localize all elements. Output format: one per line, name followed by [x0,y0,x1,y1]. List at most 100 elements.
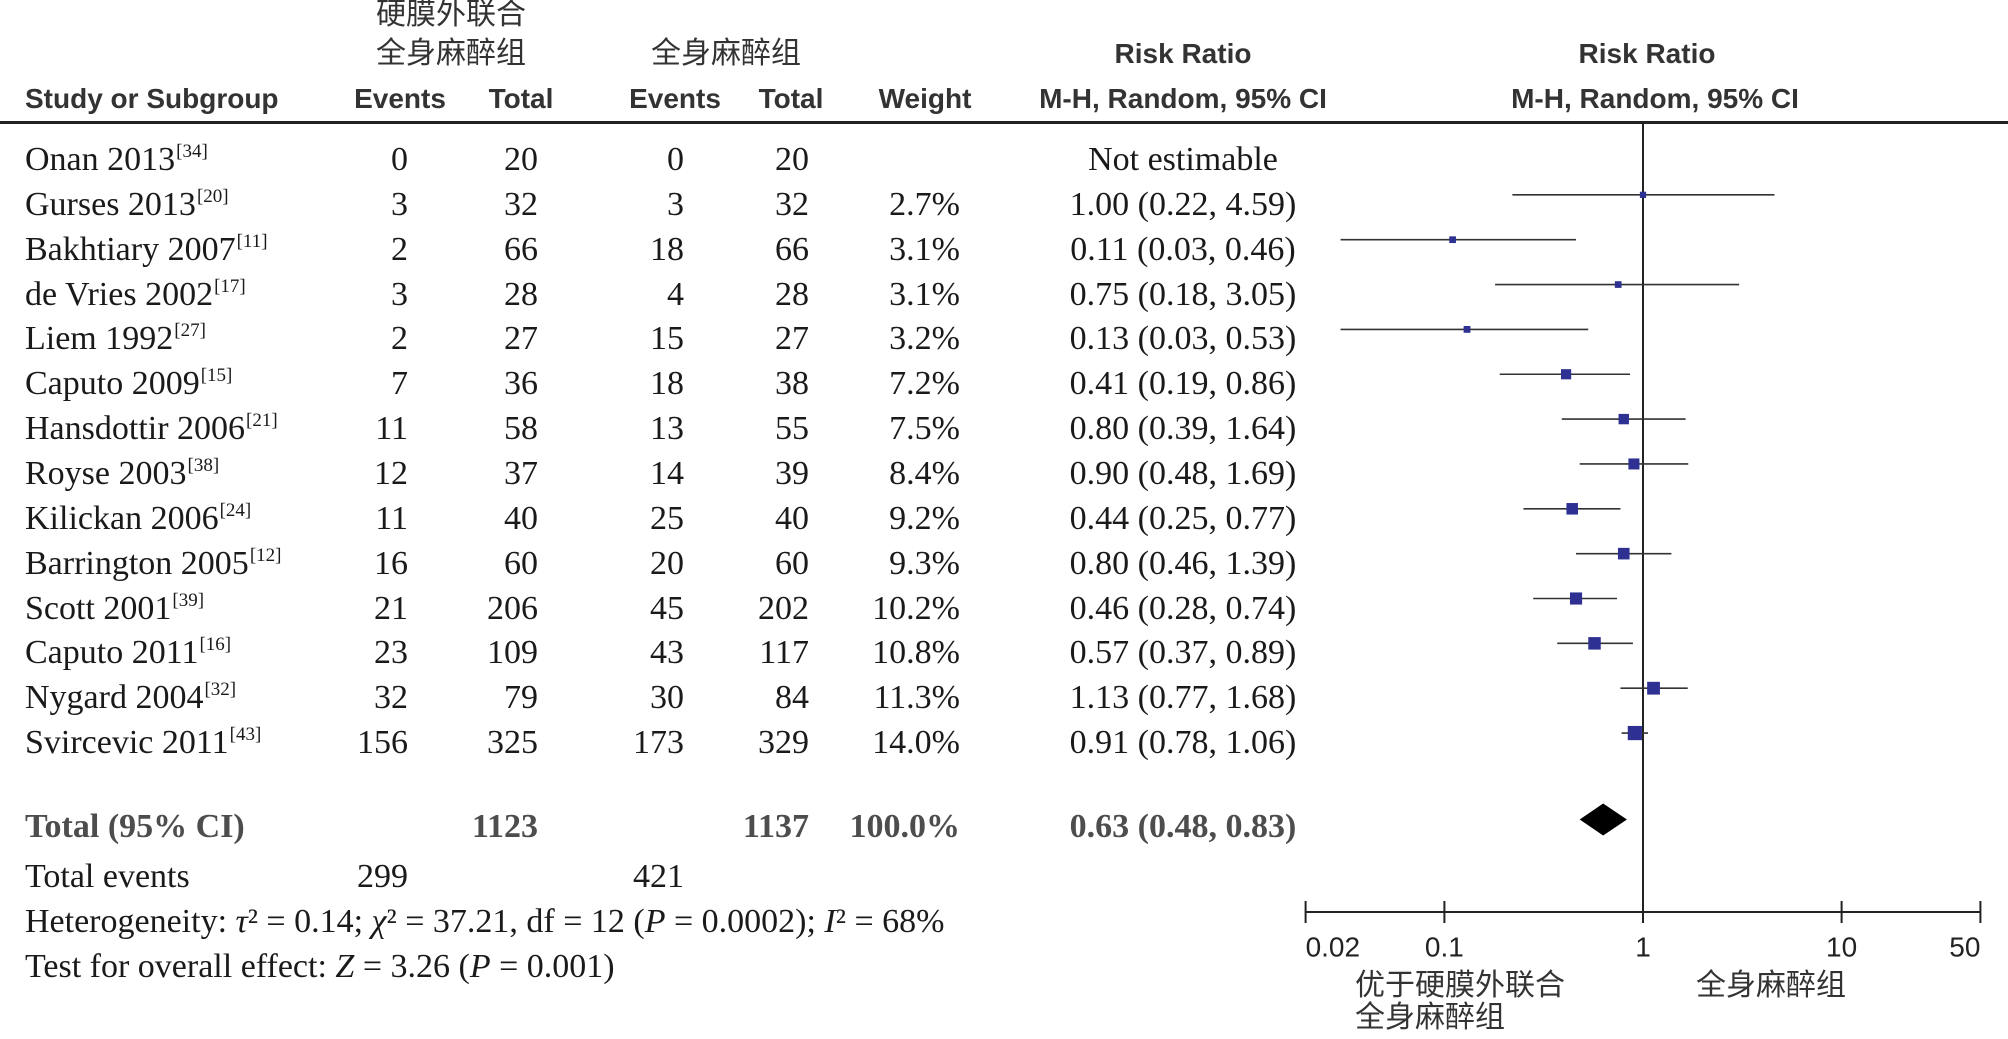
column-header-study: Study or Subgroup [25,83,279,114]
study-row: Nygard 2004[32] 32 79 30 84 11.3% 1.13 (0.77, … [0,676,1340,720]
study-weight: 2.7% [889,185,960,223]
study-name: Royse 2003[38] [25,452,219,501]
study-row: Svircevic 2011[43] 156 325 173 329 14.0% 0.91 … [0,721,1340,765]
ctl-total: 55 [775,410,809,448]
x-label-left-line1: 优于硬膜外联合 [1355,968,1565,1003]
study-reference: [38] [187,454,220,476]
study-weight: 3.1% [889,230,960,268]
tau-symbol: τ [235,903,248,940]
exp-total: 36 [504,365,538,403]
study-weight: 10.2% [872,589,960,627]
total-events-label: Total events [25,858,190,895]
effect-marker [1618,413,1629,425]
exp-events: 2 [391,320,408,358]
p-symbol: P [469,948,491,985]
exp-events: 2 [391,230,408,268]
study-reference: [43] [229,724,262,746]
column-header-weight: Weight [878,83,972,114]
exp-total: 27 [504,320,538,358]
study-row: Kilickan 2006[24] 11 40 25 40 9.2% 0.44 (0.25,… [0,497,1340,541]
exp-total: 37 [504,454,538,492]
study-name: Barrington 2005[12] [25,542,281,591]
ctl-total: 38 [775,365,809,403]
exp-total: 206 [487,589,538,627]
study-row: Liem 1992[27] 2 27 15 27 3.2% 0.13 (0.03, 0.53… [0,317,1340,361]
ctl-events: 14 [650,454,684,492]
study-row: Caputo 2011[16] 23 109 43 117 10.8% 0.57 (0.37… [0,631,1340,675]
study-row: Barrington 2005[12] 16 60 20 60 9.3% 0.80 (0.4… [0,542,1340,586]
exp-events: 7 [391,365,408,403]
ctl-events: 45 [650,589,684,627]
exp-events: 156 [357,724,408,762]
ctl-events: 25 [650,499,684,537]
ctl-events: 4 [667,275,684,313]
study-name: Bakhtiary 2007[11] [25,228,268,277]
overall-effect-part: Test for overall effect: [25,948,336,985]
ctl-total: 40 [775,499,809,537]
exp-events: 3 [391,275,408,313]
ctl-events: 18 [650,365,684,403]
study-label: Liem 1992 [25,320,174,358]
exp-total: 79 [504,679,538,717]
rr-plot-title: Risk Ratio [1578,38,1716,69]
study-risk-ratio: 0.11 (0.03, 0.46) [1070,230,1296,268]
study-name: Kilickan 2006[24] [25,497,251,546]
study-weight: 3.1% [889,275,960,313]
overall-effect-text: Test for overall effect: Z = 3.26 (P = 0… [25,945,615,989]
ctl-events: 0 [667,141,684,178]
ctl-events: 20 [650,544,684,582]
exp-events: 11 [375,499,408,537]
study-weight: 7.2% [889,365,960,403]
total-label: Total (95% CI) [25,808,245,845]
study-name: Liem 1992[27] [25,317,206,366]
study-weight: 9.2% [889,499,960,537]
study-label: Bakhtiary 2007 [25,230,236,268]
rr-table-method: M-H, Random, 95% CI [1039,83,1327,114]
exp-events: 11 [375,410,408,448]
overall-effect-part: = 0.001) [490,948,615,985]
study-risk-ratio: 0.46 (0.28, 0.74) [1069,589,1297,627]
study-row: Caputo 2009[15] 7 36 18 38 7.2% 0.41 (0.19, 0.… [0,362,1340,406]
p-symbol: P [644,903,666,940]
heterogeneity-text: Heterogeneity: τ² = 0.14; χ² = 37.21, df… [25,900,944,944]
study-reference: [17] [214,275,246,297]
total-exp-total: 1123 [471,808,538,845]
exp-events: 0 [391,141,408,178]
study-reference: [21] [246,410,278,432]
study-row: Scott 2001[39] 21 206 45 202 10.2% 0.46 (0.28,… [0,587,1340,631]
ctl-total: 117 [759,634,809,672]
effect-marker [1588,637,1601,650]
study-name: Gurses 2013[20] [25,183,229,232]
exp-group-label-line2: 全身麻醉组 [376,36,526,71]
study-name: de Vries 2002[17] [25,273,246,322]
ctl-total: 329 [758,724,809,762]
study-row: Royse 2003[38] 12 37 14 39 8.4% 0.90 (0.48, 1.… [0,452,1340,496]
study-name: Scott 2001[39] [25,587,204,636]
exp-events: 21 [374,589,408,627]
heterogeneity-part: ² = 68% [835,903,945,940]
column-header-ctl-total: Total [758,83,824,114]
study-reference: [16] [199,634,232,656]
pooled-effect-diamond [1579,803,1627,836]
total-risk-ratio: 0.63 (0.48, 0.83) [1069,808,1297,845]
study-reference: [12] [249,544,282,566]
x-tick-label: 0.1 [1425,932,1464,963]
study-name: Caputo 2011[16] [25,631,231,680]
ctl-total: 84 [775,679,809,717]
exp-total: 109 [487,634,538,672]
heterogeneity-part: ² = 37.21, df = 12 ( [386,903,645,940]
study-weight: 7.5% [889,410,960,448]
total-row: Total (95% CI) 1123 1137 100.0% 0.63 (0.… [0,805,1340,849]
exp-total: 20 [504,141,538,178]
header-divider [0,121,2008,124]
study-weight: 3.2% [889,320,960,358]
effect-marker [1449,236,1456,244]
total-events-exp: 299 [357,858,408,895]
study-label: Onan 2013 [25,141,176,178]
study-row: de Vries 2002[17] 3 28 4 28 3.1% 0.75 (0.18, 3… [0,273,1340,317]
total-events-row: Total events 299 421 [0,855,1340,899]
study-row: Onan 2013[34] 0 20 0 20 Not estimable [0,138,1340,182]
x-tick-label: 10 [1826,932,1857,963]
column-header-exp-total: Total [488,83,554,114]
